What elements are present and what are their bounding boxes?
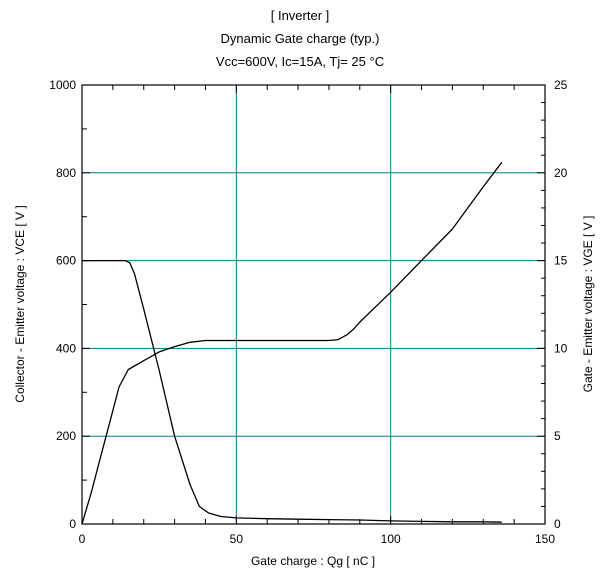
y-left-tick-label: 1000 [49, 78, 76, 92]
y-right-tick-label: 15 [554, 254, 568, 268]
x-tick-label: 100 [381, 532, 401, 546]
conditions-text: Vcc=600V, Ic=15A, Tj= 25 [215, 54, 370, 69]
y-right-tick-label: 5 [554, 429, 561, 443]
x-tick-label: 0 [79, 532, 86, 546]
y-left-tick-label: 0 [69, 517, 76, 531]
x-tick-label: 50 [230, 532, 244, 546]
plot-frame [81, 84, 546, 525]
y-right-tick-label: 20 [554, 166, 568, 180]
chart-conditions: Vcc=600V, Ic=15A, Tj= 25 °C [0, 54, 600, 69]
y-right-tick-label: 0 [554, 517, 561, 531]
conditions-unit: °C [369, 54, 385, 69]
y-axis-right-label: Gate - Emitter voltage : VGE [ V ] [581, 215, 595, 393]
vce-curve [82, 259, 502, 523]
y-left-tick-label: 600 [56, 254, 76, 268]
y-axis-left-label: Collector - Emitter voltage : VCE [ V ] [13, 205, 27, 403]
vge-curve [81, 161, 503, 525]
x-axis-label: Gate charge : Qg [ nC ] [250, 554, 376, 568]
y-right-tick-label: 10 [554, 341, 568, 355]
chart-title: [ Inverter ] [270, 8, 330, 23]
x-tick-label: 150 [535, 532, 555, 546]
y-right-tick-label: 25 [554, 78, 568, 92]
y-left-tick-label: 400 [56, 341, 76, 355]
y-left-tick-label: 200 [56, 429, 76, 443]
chart-subtitle: Dynamic Gate charge (typ.) [220, 31, 380, 46]
y-left-tick-label: 800 [56, 166, 76, 180]
